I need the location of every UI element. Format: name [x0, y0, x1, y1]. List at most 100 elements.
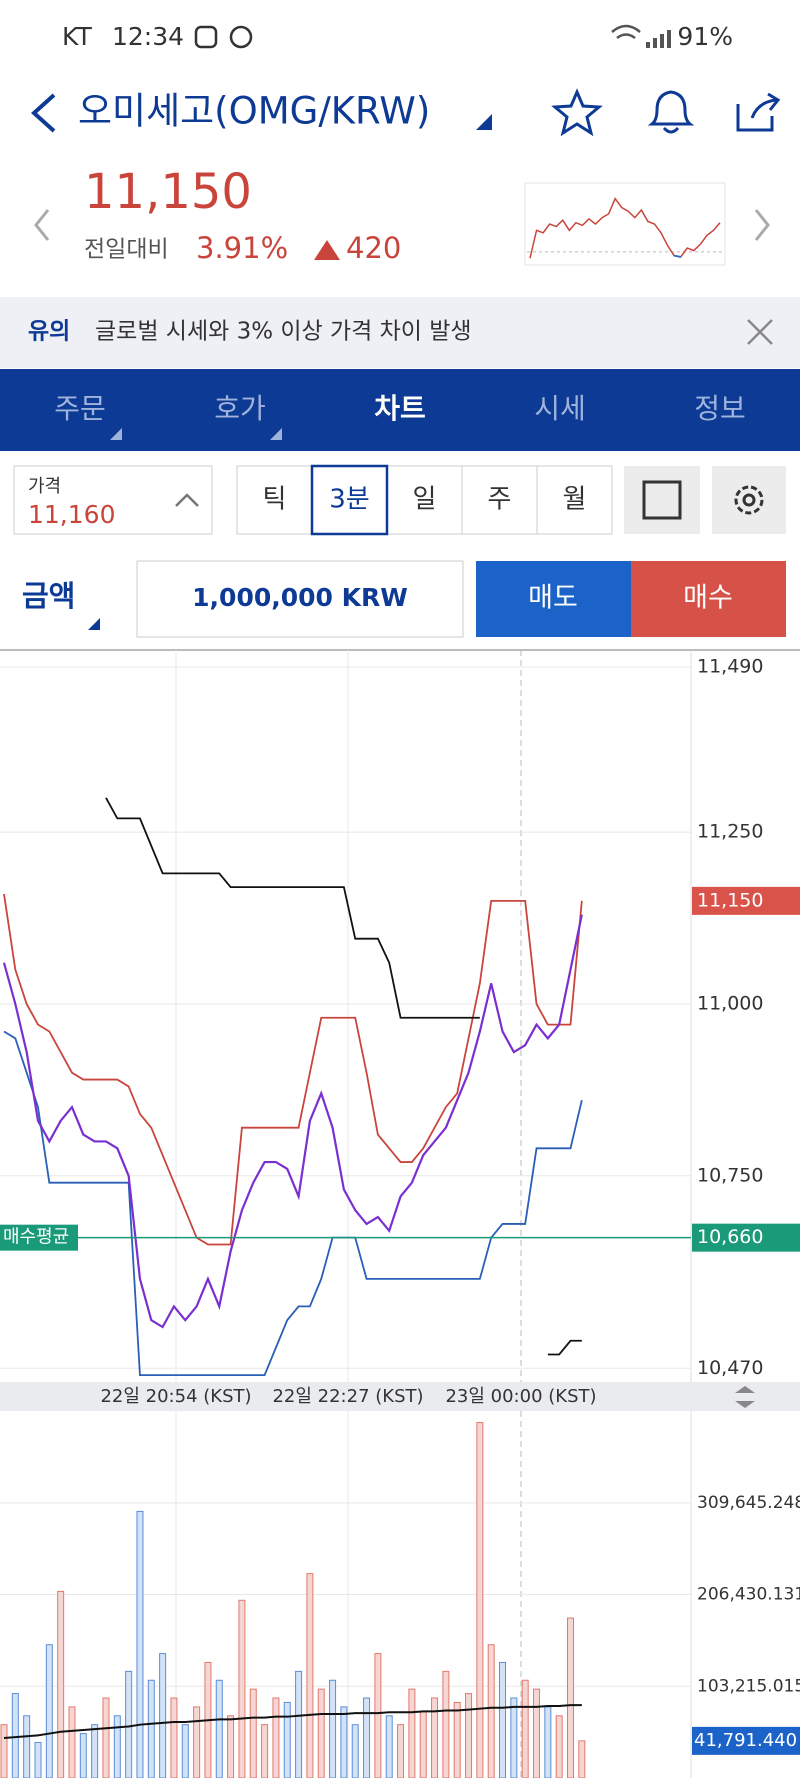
amount-label[interactable]: 금액	[22, 579, 75, 613]
price-step-up[interactable]	[175, 493, 199, 507]
drawing-icon	[642, 480, 682, 520]
next-button[interactable]	[754, 209, 770, 241]
tab-dropdown	[270, 428, 282, 440]
title-dropdown[interactable]	[476, 114, 492, 130]
interval-label: 월	[563, 485, 587, 515]
volume-bar	[351, 1724, 359, 1778]
y-tick-label: 11,490	[697, 656, 763, 678]
volume-bar	[147, 1679, 155, 1778]
volume-bar	[34, 1741, 42, 1778]
notice-close[interactable]	[747, 319, 773, 345]
volume-bar	[419, 1710, 427, 1778]
settings-button[interactable]	[712, 466, 786, 534]
volume-bar	[227, 1715, 235, 1778]
interval-label: 주	[488, 485, 512, 515]
interval-label: 일	[413, 485, 437, 515]
volume-bar	[295, 1670, 303, 1778]
average-price-name: 매수평균	[3, 1227, 69, 1248]
interval-button[interactable]	[386, 465, 463, 535]
volume-bar	[397, 1724, 405, 1778]
volume-bar	[215, 1679, 223, 1778]
price-line	[3, 893, 583, 1246]
tab[interactable]: 호가	[214, 392, 266, 425]
volume-bar	[363, 1697, 371, 1778]
price-box-value: 11,160	[28, 500, 115, 529]
volume-bar	[544, 1706, 552, 1778]
resize-handle[interactable]	[735, 1386, 755, 1408]
battery: 91%	[677, 22, 733, 51]
volume-bar	[340, 1706, 348, 1778]
sell-label: 매도	[528, 583, 578, 614]
sparkline-down-segment	[673, 254, 681, 258]
tab[interactable]: 주문	[54, 392, 106, 425]
tab-dropdown	[110, 428, 122, 440]
sell-button[interactable]	[476, 561, 631, 637]
change-rate: 3.91%	[196, 231, 288, 265]
amount-dropdown[interactable]	[88, 618, 100, 630]
volume-bar	[272, 1697, 280, 1778]
current-price-box	[692, 886, 800, 915]
price-line	[3, 1030, 583, 1377]
average-price-tag	[0, 1224, 78, 1251]
volume-bar	[521, 1679, 529, 1778]
volume-bar	[136, 1510, 144, 1778]
up-arrow	[314, 240, 340, 260]
volume-bar	[45, 1644, 53, 1778]
volume-bar	[442, 1670, 450, 1778]
current-volume-label: 41,791.440	[694, 1730, 797, 1751]
volume-bar	[567, 1617, 574, 1778]
average-price-box	[692, 1223, 800, 1252]
current-volume-box	[692, 1726, 800, 1755]
y-tick-label: 10,470	[697, 1357, 763, 1379]
prev-button[interactable]	[34, 209, 50, 241]
volume-bar	[555, 1715, 563, 1778]
tab[interactable]: 차트	[374, 392, 426, 425]
y-tick-label: 309,645.248	[697, 1493, 800, 1513]
volume-bar	[11, 1693, 19, 1778]
volume-bar	[181, 1724, 189, 1778]
volume-bar	[578, 1740, 586, 1778]
volume-bar	[102, 1697, 110, 1778]
interval-selected	[310, 464, 389, 536]
interval-button[interactable]	[536, 465, 613, 535]
price-box[interactable]	[13, 465, 213, 535]
time-axis	[0, 1382, 800, 1411]
volume-bar	[465, 1693, 473, 1778]
interval-button[interactable]	[236, 465, 313, 535]
volume-bar	[57, 1590, 65, 1778]
share-button[interactable]	[736, 92, 781, 132]
volume-bar	[0, 1724, 8, 1778]
wifi-icon	[611, 24, 641, 40]
volume-bar	[159, 1653, 167, 1778]
volume-bar	[510, 1697, 518, 1778]
time-label: 22일 22:27 (KST)	[272, 1386, 423, 1407]
amount-input[interactable]	[136, 560, 464, 638]
sparkline-box	[524, 182, 726, 266]
buy-button[interactable]	[631, 561, 786, 637]
tab-bar	[0, 369, 800, 451]
volume-bar	[317, 1688, 325, 1778]
market-title[interactable]: 오미세고(OMG/KRW)	[78, 90, 430, 133]
y-tick-label: 103,215.015	[697, 1676, 800, 1696]
favorite-button[interactable]	[551, 88, 603, 137]
tab[interactable]: 시세	[534, 392, 586, 425]
price-line	[105, 797, 480, 1019]
tab[interactable]: 정보	[694, 392, 746, 425]
volume-ma-line	[3, 1704, 582, 1740]
drawing-button[interactable]	[624, 466, 700, 534]
change-amount: 420	[346, 231, 401, 265]
volume-bar	[193, 1706, 201, 1778]
signal-icon	[646, 30, 671, 48]
notice-tag: 유의	[28, 319, 70, 345]
volume-bar	[487, 1644, 495, 1778]
y-tick-label: 10,750	[697, 1164, 763, 1186]
back-button[interactable]	[31, 93, 56, 133]
volume-bar	[431, 1697, 439, 1778]
interval-button[interactable]	[461, 465, 538, 535]
volume-bar	[68, 1706, 76, 1778]
alert-button[interactable]	[647, 90, 695, 134]
sparkline	[529, 197, 721, 259]
price-chart	[0, 650, 691, 1382]
